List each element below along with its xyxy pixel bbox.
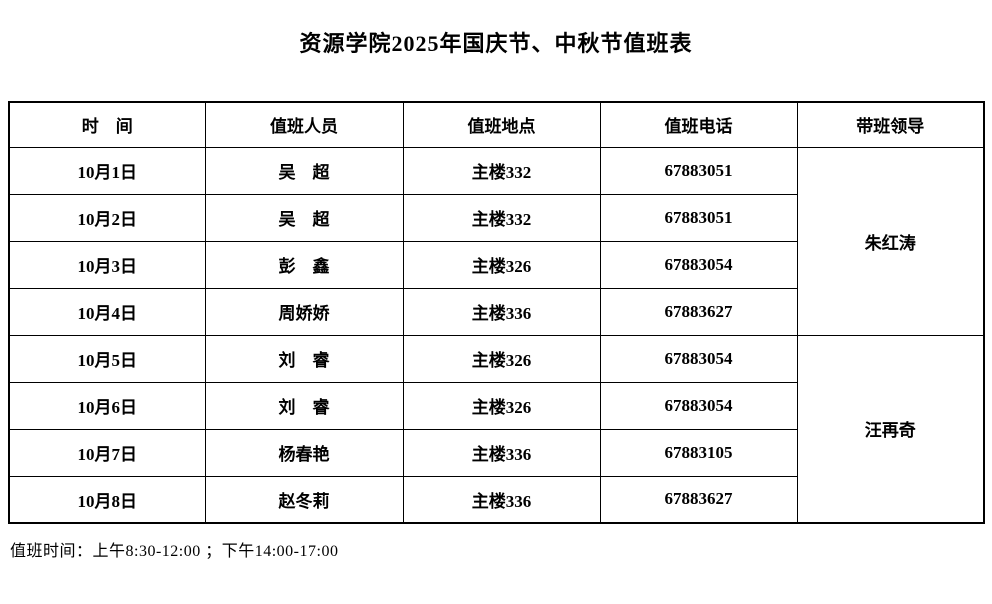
cell-location: 主楼336: [402, 475, 601, 524]
col-header-time: 时 间: [8, 101, 206, 148]
table-row: 10月6日 刘 睿 主楼326 67883054: [8, 381, 984, 430]
col-header-location: 值班地点: [402, 101, 601, 148]
cell-location: 主楼336: [402, 287, 601, 336]
cell-phone: 67883054: [599, 381, 798, 430]
leader-cell-group1: 朱红涛: [796, 146, 985, 336]
col-header-leader: 带班领导: [796, 101, 985, 148]
col-header-phone: 值班电话: [599, 101, 798, 148]
cell-date: 10月6日: [8, 381, 206, 430]
cell-person: 杨春艳: [204, 428, 404, 477]
cell-phone: 67883051: [599, 193, 798, 242]
cell-date: 10月3日: [8, 240, 206, 289]
cell-location: 主楼336: [402, 428, 601, 477]
cell-person: 彭 鑫: [204, 240, 404, 289]
duty-roster-table: 时 间 值班人员 值班地点 值班电话 带班领导 10月1日 吴 超 主楼332 …: [8, 101, 985, 524]
cell-person: 周娇娇: [204, 287, 404, 336]
cell-phone: 67883105: [599, 428, 798, 477]
cell-location: 主楼332: [402, 193, 601, 242]
duty-hours-note: 值班时间：上午8:30-12:00 ；下午14:00-17:00: [10, 543, 339, 560]
cell-person: 刘 睿: [204, 381, 404, 430]
cell-location: 主楼326: [402, 240, 601, 289]
table-row: 10月7日 杨春艳 主楼336 67883105: [8, 428, 984, 477]
cell-date: 10月8日: [8, 475, 206, 524]
table-row: 10月2日 吴 超 主楼332 67883051: [8, 193, 984, 242]
table-row: 10月8日 赵冬莉 主楼336 67883627: [8, 475, 984, 524]
table-row: 10月3日 彭 鑫 主楼326 67883054: [8, 240, 984, 289]
cell-location: 主楼326: [402, 381, 601, 430]
cell-phone: 67883627: [599, 287, 798, 336]
cell-person: 吴 超: [204, 146, 404, 195]
page-title: 资源学院2025年国庆节、中秋节值班表: [299, 31, 693, 56]
cell-date: 10月7日: [8, 428, 206, 477]
header-row: 时 间 值班人员 值班地点 值班电话 带班领导: [8, 101, 985, 148]
cell-person: 刘 睿: [204, 334, 404, 383]
table-row: 10月5日 刘 睿 主楼326 67883054 汪再奇: [8, 334, 985, 524]
cell-phone: 67883054: [599, 240, 798, 289]
cell-person: 赵冬莉: [204, 475, 404, 524]
leader-cell-group2: 汪再奇: [796, 334, 985, 524]
cell-date: 10月5日: [8, 334, 206, 383]
cell-date: 10月2日: [8, 193, 206, 242]
cell-phone: 67883054: [599, 334, 798, 383]
col-header-person: 值班人员: [204, 101, 404, 148]
cell-date: 10月1日: [8, 146, 206, 195]
cell-location: 主楼332: [402, 146, 601, 195]
cell-date: 10月4日: [8, 287, 206, 336]
cell-person: 吴 超: [204, 193, 404, 242]
cell-phone: 67883627: [599, 475, 798, 524]
cell-phone: 67883051: [599, 146, 798, 195]
table-row: 10月1日 吴 超 主楼332 67883051 朱红涛: [8, 146, 985, 336]
cell-location: 主楼326: [402, 334, 601, 383]
